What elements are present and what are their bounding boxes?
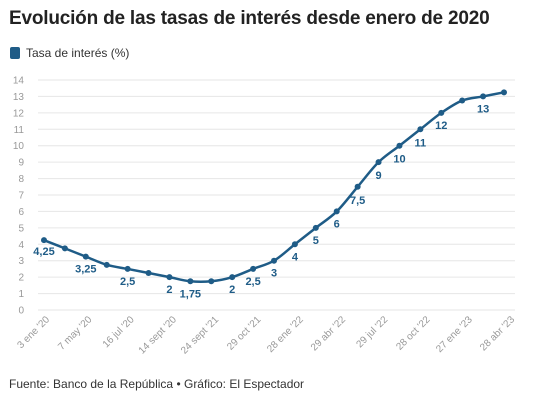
x-tick-label: 24 sept '21: [179, 314, 221, 356]
y-tick-label: 8: [18, 174, 24, 185]
x-tick-label: 3 ene '20: [15, 314, 52, 351]
x-tick-label: 16 jul '20: [101, 314, 137, 350]
x-tick-label: 14 sept '20: [137, 314, 179, 356]
x-axis-ticks: 3 ene '20 7 may '20 16 jul '20 14 sept '20 2…: [15, 314, 517, 356]
y-tick-label: 5: [18, 223, 24, 234]
grid-layer: [38, 79, 515, 311]
data-label: 3,25: [75, 264, 96, 276]
x-tick-label: 28 abr '23: [478, 314, 517, 353]
data-point: [250, 265, 257, 272]
data-point: [82, 253, 89, 260]
y-tick-label: 0: [18, 306, 24, 317]
data-label: 2,5: [245, 276, 260, 288]
legend-label: Tasa de interés (%): [26, 46, 130, 60]
data-point: [501, 89, 507, 96]
x-tick-label: 28 ene '22: [265, 314, 306, 355]
data-label: 10: [393, 154, 405, 166]
data-point: [187, 278, 194, 285]
data-points: [41, 89, 507, 285]
y-tick-label: 12: [13, 108, 25, 119]
data-label: 2: [166, 284, 172, 296]
data-point: [41, 237, 47, 244]
data-point: [459, 97, 466, 104]
data-point: [333, 208, 340, 215]
y-tick-label: 13: [13, 92, 25, 103]
data-point: [229, 274, 236, 281]
data-label: 6: [334, 218, 340, 230]
y-tick-label: 4: [18, 240, 24, 251]
x-tick-label: 29 oct '21: [225, 314, 264, 353]
y-tick-label: 9: [18, 158, 24, 169]
data-point: [291, 241, 298, 248]
data-point: [417, 126, 424, 133]
data-point: [312, 224, 319, 231]
data-point: [438, 109, 445, 116]
data-label: 13: [477, 103, 489, 115]
x-tick-label: 29 abr '22: [309, 314, 348, 353]
data-point: [208, 278, 215, 285]
y-tick-label: 6: [18, 207, 24, 218]
data-label: 7,5: [350, 195, 365, 207]
data-point: [103, 261, 110, 268]
data-point: [375, 159, 382, 166]
data-label: 3: [271, 268, 277, 280]
x-tick-label: 27 ene '23: [434, 314, 475, 355]
y-tick-label: 2: [18, 273, 24, 284]
source-note: Fuente: Banco de la República • Gráfico:…: [9, 377, 305, 391]
y-tick-label: 1: [18, 289, 24, 300]
data-label: 2,5: [120, 276, 135, 288]
legend: Tasa de interés (%): [10, 46, 129, 60]
data-point: [271, 257, 277, 264]
data-label: 5: [313, 235, 319, 247]
y-tick-label: 14: [13, 76, 25, 87]
y-tick-label: 3: [18, 256, 24, 267]
data-label: 2: [229, 284, 235, 296]
data-label: 4: [292, 251, 299, 263]
data-label: 4,25: [33, 246, 54, 258]
data-point: [145, 270, 152, 277]
data-point: [166, 274, 173, 281]
data-labels: 4,25 3,25 2,5 2 1,75 2 2,5 3 4 5 6 7,5 9 10 11 12 13: [33, 103, 489, 300]
data-label: 1,75: [180, 288, 201, 300]
data-label: 9: [375, 170, 381, 182]
legend-swatch: [10, 47, 20, 59]
data-label: 11: [415, 137, 427, 149]
data-point: [354, 183, 361, 190]
x-tick-label: 29 jul '22: [354, 314, 390, 350]
x-tick-label: 7 may '20: [56, 314, 95, 353]
data-point: [124, 265, 131, 272]
data-point: [61, 245, 68, 252]
y-tick-label: 7: [18, 191, 24, 202]
chart-title: Evolución de las tasas de interés desde …: [9, 8, 490, 29]
x-tick-label: 28 oct '22: [394, 314, 433, 353]
data-point: [396, 142, 403, 149]
y-tick-label: 11: [14, 125, 25, 136]
data-label: 12: [435, 120, 447, 132]
y-tick-label: 10: [13, 141, 25, 152]
data-point: [480, 93, 487, 100]
